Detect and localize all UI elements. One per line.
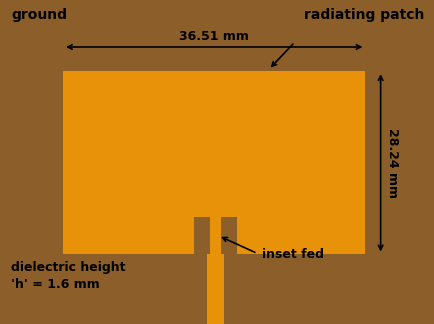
Text: 36.51 mm: 36.51 mm <box>179 30 249 43</box>
Text: dielectric height
'h' = 1.6 mm: dielectric height 'h' = 1.6 mm <box>11 261 125 291</box>
Text: radiating patch: radiating patch <box>303 8 423 22</box>
Polygon shape <box>63 71 365 254</box>
Bar <box>207 254 223 324</box>
Text: inset fed: inset fed <box>261 248 323 261</box>
Text: 28.24 mm: 28.24 mm <box>385 128 398 198</box>
Text: ground: ground <box>11 8 67 22</box>
